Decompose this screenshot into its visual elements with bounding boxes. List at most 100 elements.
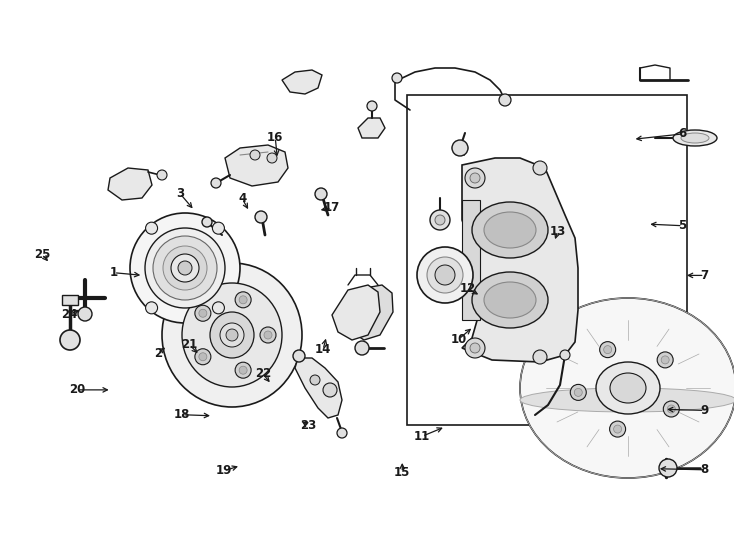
Ellipse shape [171,254,199,282]
Text: 13: 13 [550,225,566,238]
Circle shape [145,302,158,314]
Text: 25: 25 [34,248,51,261]
Text: 1: 1 [109,266,118,279]
Circle shape [560,350,570,360]
Circle shape [533,161,547,175]
Ellipse shape [153,236,217,300]
Ellipse shape [163,246,207,290]
Circle shape [435,265,455,285]
Ellipse shape [472,272,548,328]
Circle shape [533,350,547,364]
Circle shape [323,383,337,397]
Text: 11: 11 [414,430,430,443]
Circle shape [661,356,669,364]
Circle shape [470,173,480,183]
Circle shape [212,222,225,234]
Bar [407,95,687,425]
Text: 9: 9 [700,404,709,417]
Circle shape [610,421,625,437]
Circle shape [60,330,80,350]
Circle shape [195,349,211,365]
Circle shape [355,341,369,355]
Text: 3: 3 [175,187,184,200]
Ellipse shape [220,323,244,347]
Circle shape [435,215,445,225]
Circle shape [250,150,260,160]
Text: 15: 15 [394,466,410,479]
Circle shape [255,211,267,223]
Circle shape [235,362,251,378]
Text: 8: 8 [700,463,709,476]
Circle shape [239,296,247,304]
Circle shape [239,366,247,374]
Circle shape [392,73,402,83]
Text: 24: 24 [62,308,78,321]
Polygon shape [108,168,152,200]
Circle shape [315,188,327,200]
Ellipse shape [472,202,548,258]
Ellipse shape [226,329,238,341]
Ellipse shape [484,282,536,318]
Circle shape [337,428,347,438]
Circle shape [667,405,675,413]
Circle shape [202,217,212,227]
Circle shape [367,101,377,111]
Circle shape [78,307,92,321]
Circle shape [664,401,679,417]
Text: 10: 10 [451,333,467,346]
Text: 14: 14 [315,343,331,356]
Circle shape [199,309,207,318]
Text: 16: 16 [267,131,283,144]
Text: 7: 7 [700,269,709,282]
Text: 20: 20 [69,383,85,396]
Circle shape [264,331,272,339]
Circle shape [199,353,207,361]
Circle shape [465,168,485,188]
Ellipse shape [210,312,254,358]
Circle shape [310,375,320,385]
Polygon shape [462,158,578,362]
Ellipse shape [130,213,240,323]
Text: 6: 6 [678,127,687,140]
Polygon shape [358,118,385,138]
Circle shape [600,342,616,357]
Circle shape [614,425,622,433]
Circle shape [427,257,463,293]
Ellipse shape [520,298,734,478]
Circle shape [211,178,221,188]
Polygon shape [350,285,393,340]
Text: 5: 5 [678,219,687,232]
Ellipse shape [484,212,536,248]
Circle shape [293,350,305,362]
Ellipse shape [673,130,717,146]
Circle shape [145,222,158,234]
Circle shape [465,338,485,358]
Text: 19: 19 [216,464,232,477]
Ellipse shape [178,261,192,275]
Circle shape [212,302,225,314]
Circle shape [659,459,677,477]
Circle shape [267,153,277,163]
Polygon shape [462,200,480,320]
Ellipse shape [182,283,282,387]
Circle shape [603,346,611,354]
Ellipse shape [520,388,734,412]
Circle shape [430,210,450,230]
Circle shape [260,327,276,343]
Circle shape [574,388,582,396]
Polygon shape [225,145,288,186]
Ellipse shape [162,263,302,407]
Polygon shape [282,70,322,94]
Text: 12: 12 [460,282,476,295]
Ellipse shape [145,228,225,308]
Text: 2: 2 [153,347,162,360]
Circle shape [570,384,586,400]
Circle shape [157,170,167,180]
Circle shape [470,343,480,353]
Circle shape [195,305,211,321]
Ellipse shape [610,373,646,403]
Circle shape [499,94,511,106]
Text: 17: 17 [324,201,340,214]
Text: 23: 23 [300,419,316,432]
Polygon shape [295,358,342,418]
